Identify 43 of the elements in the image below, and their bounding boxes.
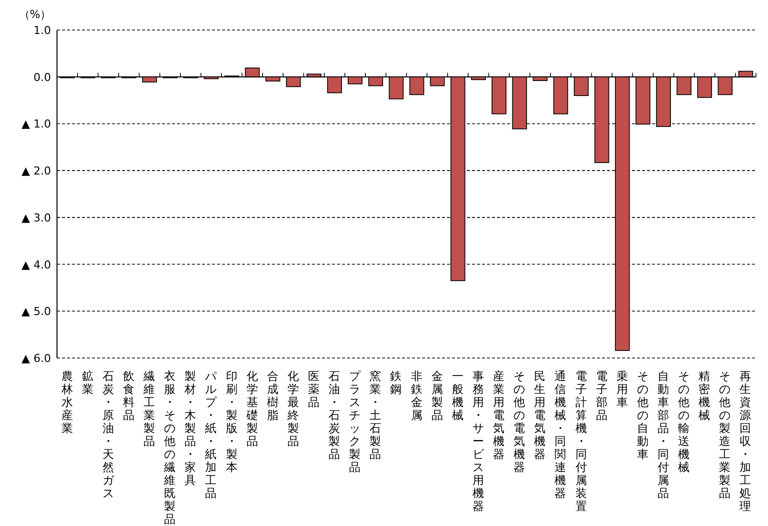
x-tick-label: 石炭・原油・天然ガス	[102, 369, 114, 500]
x-tick-label: 農林水産業	[61, 369, 74, 435]
x-tick-label: 産業用電気機器	[493, 369, 506, 461]
x-tick-label: 合成樹脂	[266, 369, 279, 422]
x-tick-label: 精密機械	[698, 369, 711, 422]
x-tick-label: 自動車部品・同付属品	[657, 369, 670, 500]
x-tick-label: その他の製造工業製品	[719, 369, 732, 500]
x-tick-label: 電子計算機・同付属装置	[575, 369, 588, 513]
y-tick-label: 1.0	[34, 24, 51, 37]
x-tick-label: 医薬品	[308, 369, 320, 409]
x-tick-label: 製材・木製品・家具	[184, 369, 197, 487]
x-tick-label: 飲食料品	[122, 369, 135, 422]
x-tick-label: 窯業・土石製品	[370, 369, 382, 461]
y-tick-label: ▲ 5.0	[22, 305, 51, 318]
x-tick-label: 乗用車	[616, 369, 628, 409]
y-tick-label: ▲ 1.0	[22, 118, 51, 131]
y-tick-label: ▲ 2.0	[22, 164, 51, 178]
x-tick-label: 石油・石炭製品	[328, 369, 341, 461]
x-tick-label: 非鉄金属	[410, 369, 423, 422]
x-tick-label: その他の電気機器	[514, 369, 526, 474]
x-tick-label: 印刷・製版・製本	[226, 369, 238, 474]
x-tick-label: 一般機械	[452, 369, 464, 422]
x-tick-label: その他の輸送機械	[678, 369, 690, 474]
x-tick-label: 衣服・その他の繊維既製品	[164, 369, 176, 526]
x-tick-label: 鉄鋼	[390, 369, 402, 396]
x-tick-label: 繊維工業製品	[144, 369, 156, 448]
x-tick-label: 事務用・サービス用機器	[472, 369, 484, 513]
y-tick-label: ▲ 6.0	[22, 352, 51, 365]
x-tick-label: プラスチック製品	[349, 369, 362, 474]
x-tick-label: 通信機械・同関連機器	[554, 369, 567, 500]
x-tick-label: パルプ・紙・紙加工品	[205, 369, 218, 500]
y-tick-label: ▲ 4.0	[22, 258, 51, 272]
y-axis-title: （%）	[18, 8, 52, 21]
x-tick-label: 化学基礎製品	[246, 369, 258, 448]
x-tick-label: 化学最終製品	[287, 369, 300, 448]
x-tick-label: その他の自動車	[636, 369, 649, 461]
x-tick-label: 鉱業	[82, 369, 94, 396]
x-tick-label: 民生用電気機器	[534, 369, 546, 461]
y-tick-label: 0.0	[34, 70, 51, 84]
x-tick-label: 金属製品	[431, 369, 444, 422]
y-tick-label: ▲ 3.0	[22, 211, 51, 224]
x-tick-label: 再生資源回収・加工処理	[740, 369, 752, 513]
x-tick-label: 電子部品	[596, 369, 608, 422]
